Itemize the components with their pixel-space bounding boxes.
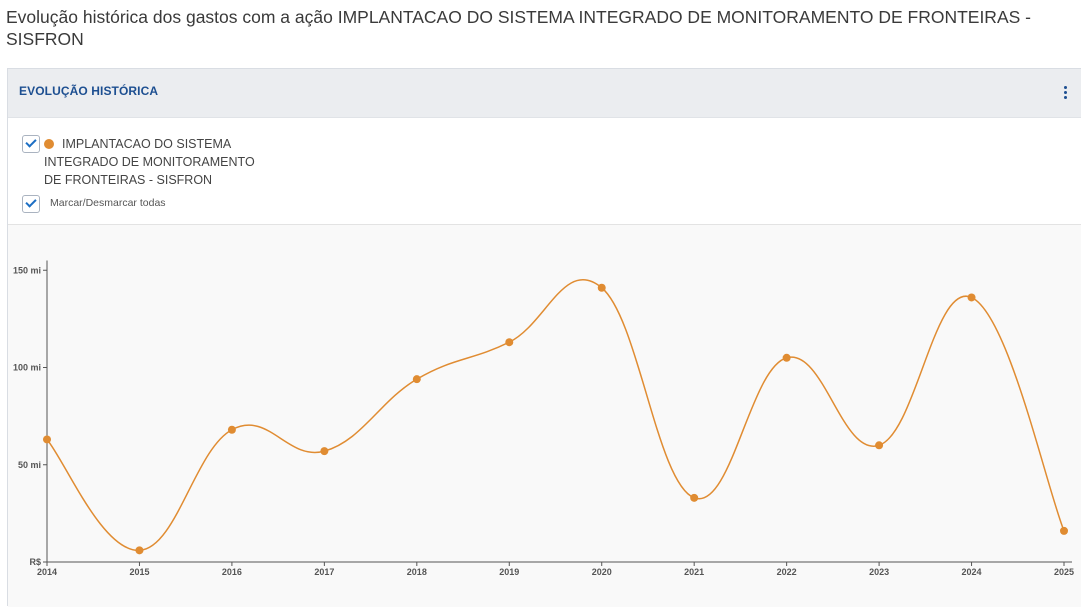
vertical-ellipsis-icon[interactable] — [1058, 81, 1074, 103]
chart-legend: IMPLANTACAO DO SISTEMA INTEGRADO DE MONI… — [8, 129, 408, 219]
series-legend-label[interactable]: IMPLANTACAO DO SISTEMA INTEGRADO DE MONI… — [44, 137, 255, 187]
data-point — [43, 435, 51, 444]
y-tick-label: 50 mi — [18, 460, 41, 470]
x-tick-label: 2019 — [499, 567, 519, 577]
x-tick-label: 2017 — [314, 567, 334, 577]
y-tick-label: 100 mi — [13, 363, 41, 373]
x-tick-label: 2022 — [777, 567, 797, 577]
x-tick-label: 2016 — [222, 567, 242, 577]
line-chart: R$ 50 mi 100 mi 150 mi 2014 2015 2016 2017 2018 2… — [13, 260, 1074, 577]
panel-header: EVOLUÇÃO HISTÓRICA — [8, 69, 1081, 118]
series-line — [46, 279, 1065, 552]
x-tick-label: 2021 — [684, 567, 704, 577]
checkmark-icon — [25, 136, 37, 148]
toggle-all-label[interactable]: Marcar/Desmarcar todas — [50, 197, 166, 209]
history-panel: EVOLUÇÃO HISTÓRICA IMPLANTACAO DO SISTEM… — [7, 68, 1081, 607]
series-color-dot — [44, 139, 54, 149]
x-tick-label: 2020 — [592, 567, 612, 577]
checkmark-icon — [25, 196, 37, 208]
data-point — [412, 375, 421, 384]
x-tick-label: 2025 — [1054, 567, 1074, 577]
data-point — [505, 338, 514, 347]
data-point — [320, 447, 329, 456]
x-tick-label: 2015 — [129, 567, 149, 577]
y-tick-label: R$ — [29, 557, 41, 567]
data-point — [597, 283, 606, 292]
page-title: Evolução histórica dos gastos com a ação… — [6, 7, 1031, 49]
chart-area: R$ 50 mi 100 mi 150 mi 2014 2015 2016 2017 2018 2… — [8, 224, 1081, 607]
y-tick-label: 150 mi — [13, 265, 41, 275]
data-point — [690, 493, 699, 502]
toggle-all-checkbox[interactable] — [22, 195, 40, 213]
panel-title: EVOLUÇÃO HISTÓRICA — [19, 84, 159, 98]
data-point — [135, 546, 144, 555]
x-tick-label: 2024 — [962, 567, 982, 577]
x-tick-label: 2023 — [869, 567, 889, 577]
data-point — [782, 353, 791, 362]
series-checkbox[interactable] — [22, 135, 40, 153]
data-point — [1060, 526, 1068, 535]
data-point — [227, 425, 236, 434]
data-point — [967, 293, 976, 302]
data-point — [875, 441, 884, 450]
x-tick-label: 2018 — [407, 567, 427, 577]
x-tick-label: 2014 — [37, 567, 57, 577]
